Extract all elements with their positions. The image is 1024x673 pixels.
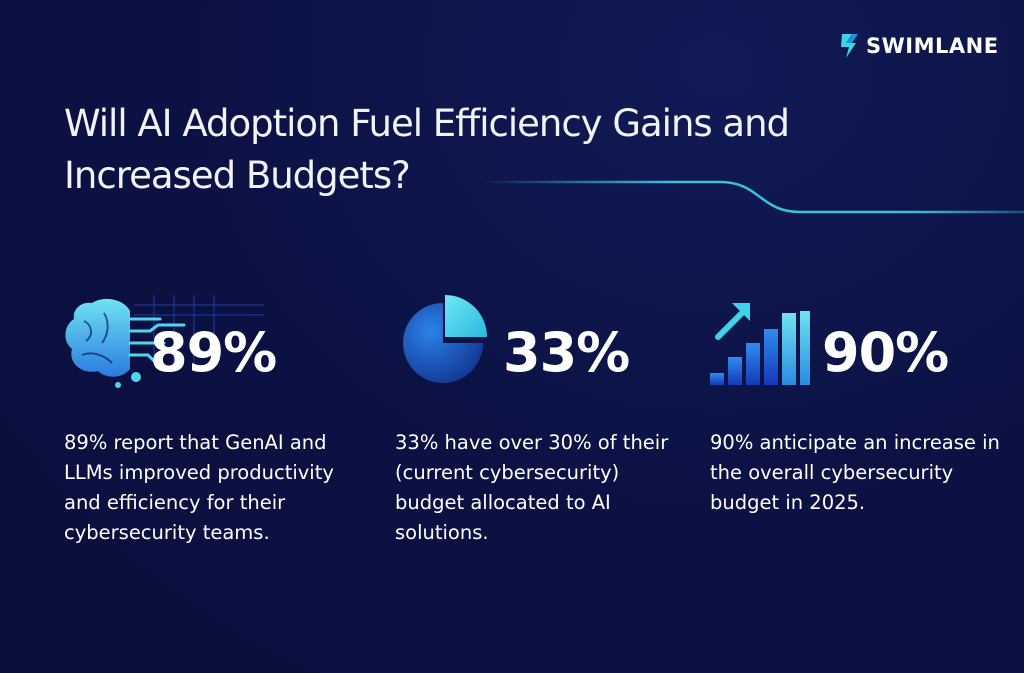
growth-bars-icon [710, 303, 810, 385]
stat-card-budget-allocation: 33% 33% have over 30% of their (current … [395, 285, 695, 585]
swimlane-s-icon [841, 34, 858, 58]
page-title: Will AI Adoption Fuel Efficiency Gains a… [64, 98, 884, 202]
title-line-1: Will AI Adoption Fuel Efficiency Gains a… [64, 102, 790, 145]
stat-description: 33% have over 30% of their (current cybe… [395, 431, 669, 544]
stat-value: 33% [503, 321, 630, 384]
stat-description: 90% anticipate an increase in the overal… [710, 431, 1000, 514]
stat-card-productivity: 89% 89% report that GenAI and LLMs impro… [64, 285, 364, 585]
bar-group [710, 311, 810, 385]
arrow-up-right-icon [715, 303, 750, 340]
stat-value: 89% [150, 321, 277, 384]
brand-name: SWIMLANE [866, 34, 999, 58]
brand-logo: SWIMLANE [838, 30, 999, 62]
stat-value: 90% [822, 321, 949, 384]
ai-brain-icon [65, 295, 264, 388]
pie-chart-icon [403, 295, 487, 383]
stat-description: 89% report that GenAI and LLMs improved … [64, 431, 334, 544]
title-line-2: Increased Budgets? [64, 154, 411, 197]
stat-card-budget-increase: 90% 90% anticipate an increase in the ov… [710, 285, 1010, 585]
